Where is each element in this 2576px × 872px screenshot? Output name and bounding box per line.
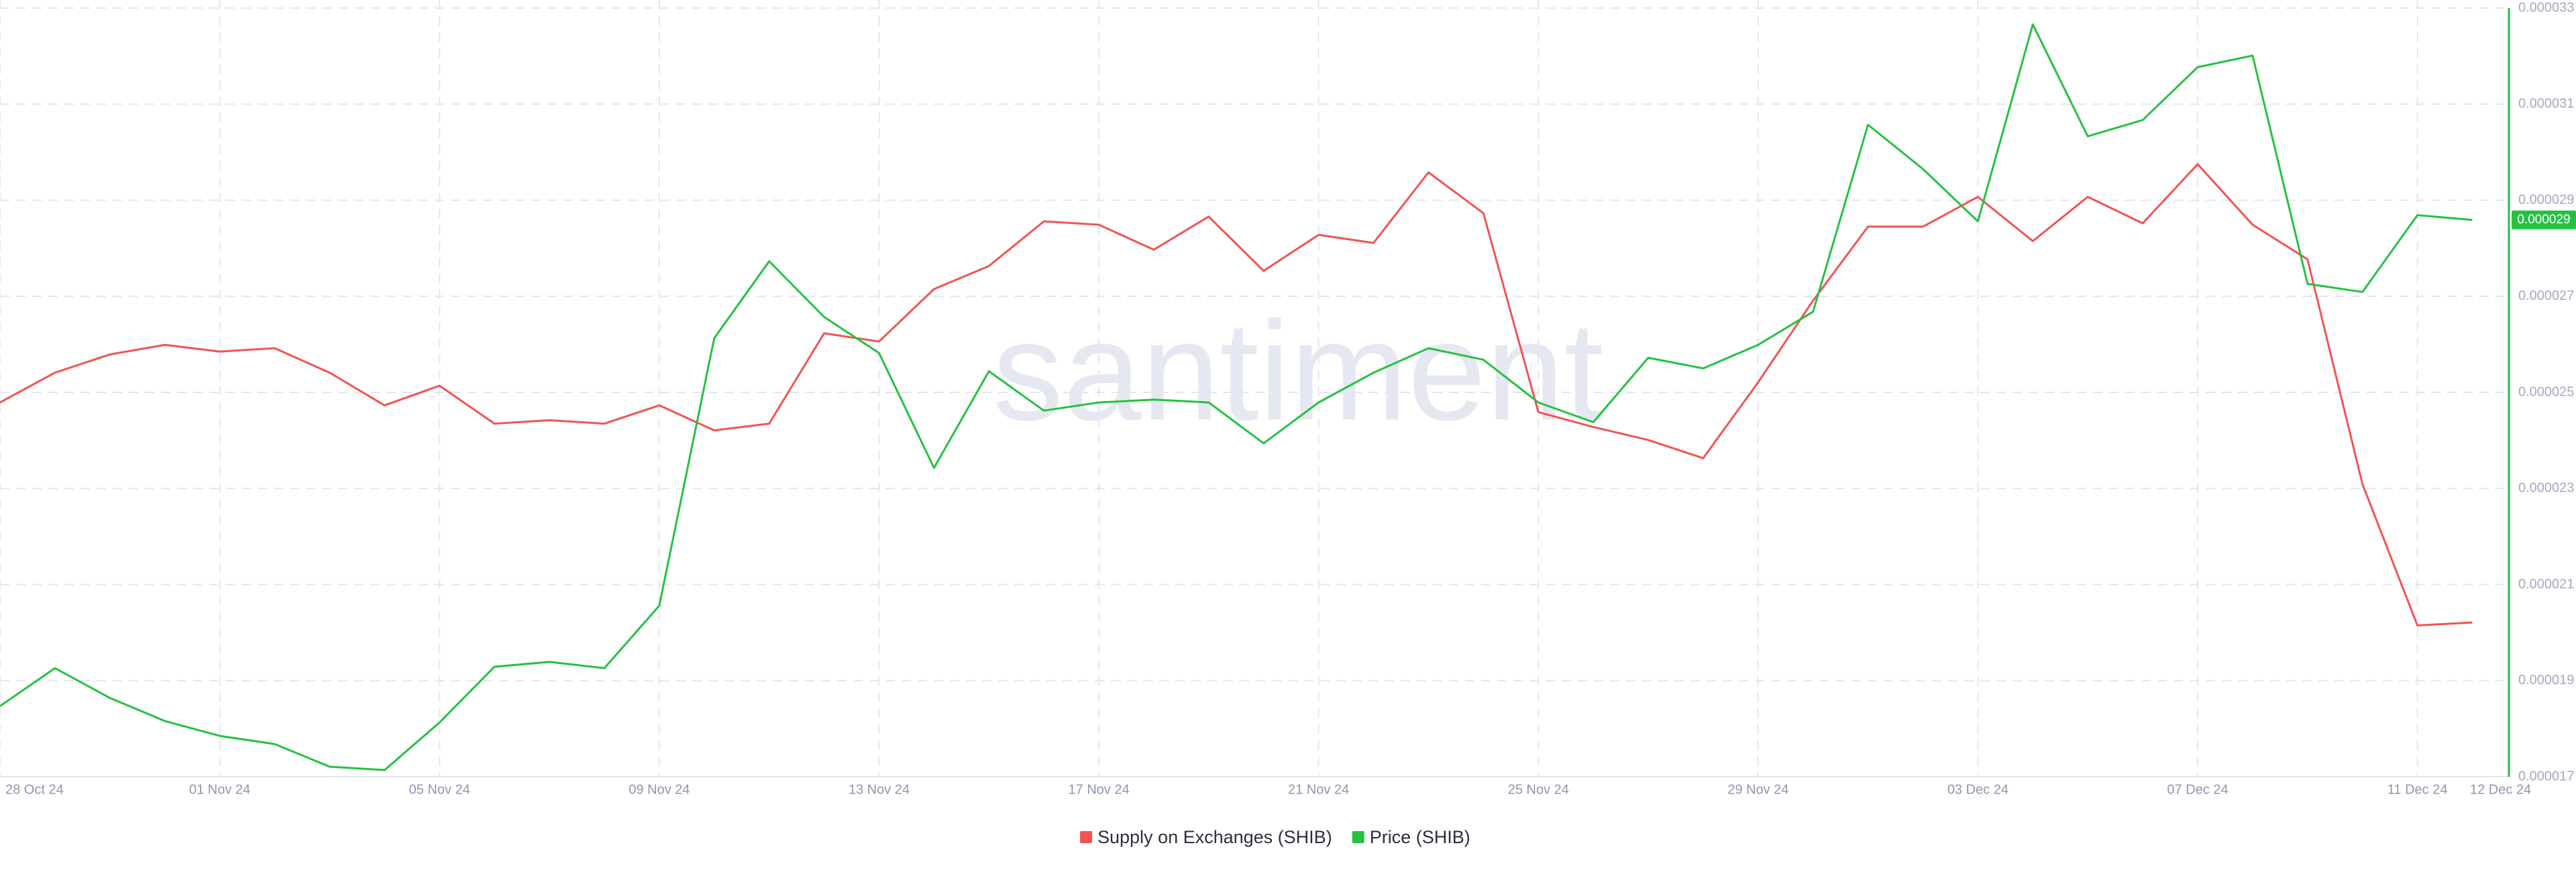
y-tick-label: 0.000019 <box>2518 673 2574 688</box>
legend-label: Price (SHIB) <box>1370 827 1470 847</box>
legend-swatch <box>1352 831 1364 843</box>
x-tick-label: 07 Dec 24 <box>2167 782 2228 797</box>
y-tick-label: 0.000027 <box>2518 288 2574 303</box>
legend-label: Supply on Exchanges (SHIB) <box>1097 827 1332 847</box>
x-tick-label: 25 Nov 24 <box>1508 782 1569 797</box>
y-tick-label: 0.000033 <box>2518 0 2574 15</box>
x-tick-label: 01 Nov 24 <box>189 782 250 797</box>
x-tick-label: 05 Nov 24 <box>409 782 470 797</box>
y-tick-label: 0.000021 <box>2518 577 2574 592</box>
x-tick-label: 29 Nov 24 <box>1727 782 1788 797</box>
x-tick-label: 17 Nov 24 <box>1068 782 1129 797</box>
y-tick-label: 0.000023 <box>2518 481 2574 496</box>
x-tick-label: 28 Oct 24 <box>5 782 64 797</box>
legend-swatch <box>1080 831 1092 843</box>
y-tick-label: 0.000025 <box>2518 384 2574 399</box>
y-tick-label: 0.000029 <box>2518 193 2574 207</box>
y-tick-label: 0.000031 <box>2518 97 2574 111</box>
x-tick-label: 11 Dec 24 <box>2387 782 2448 797</box>
x-tick-label: 21 Nov 24 <box>1288 782 1349 797</box>
x-tick-label: 09 Nov 24 <box>629 782 690 797</box>
legend: Supply on Exchanges (SHIB) Price (SHIB) <box>1080 827 1470 847</box>
value-label-box <box>2512 210 2576 229</box>
series-line <box>0 23 2473 771</box>
x-tick-label: 03 Dec 24 <box>1947 782 2008 797</box>
y-tick-label: 0.000017 <box>2518 769 2574 783</box>
value-label: 0.000029 <box>2517 213 2570 227</box>
watermark: santiment <box>993 292 1603 449</box>
x-tick-label: 13 Nov 24 <box>849 782 910 797</box>
series-line <box>0 163 2473 626</box>
x-tick-label: 12 Dec 24 <box>2470 782 2531 797</box>
